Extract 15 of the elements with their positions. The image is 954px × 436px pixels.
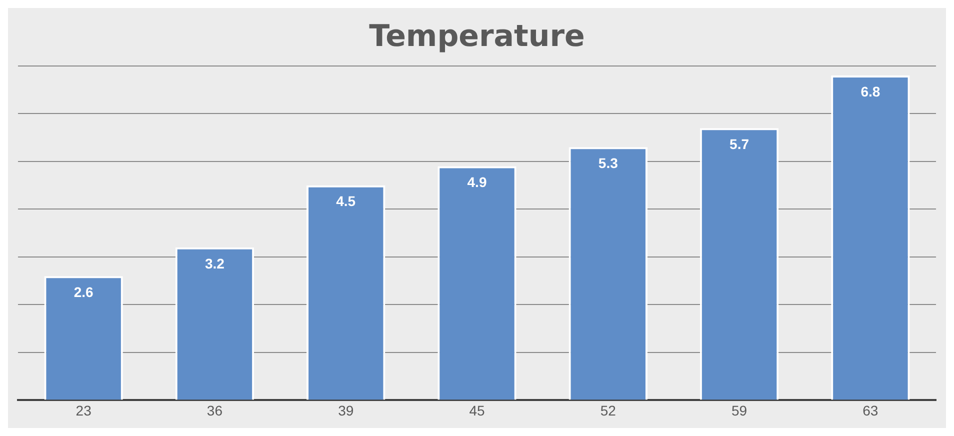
data-label: 4.9	[467, 174, 487, 190]
data-label: 2.6	[74, 284, 94, 300]
x-tick-label: 36	[206, 402, 223, 418]
x-tick-label: 59	[731, 402, 748, 418]
data-label: 4.5	[336, 193, 356, 210]
x-tick-label: 23	[76, 402, 92, 418]
data-label: 6.8	[860, 83, 880, 100]
data-label: 5.7	[730, 136, 750, 152]
data-label: 5.3	[598, 155, 618, 172]
x-tick-label: 52	[600, 402, 616, 418]
x-tick-label: 45	[469, 402, 485, 418]
data-label: 3.2	[204, 255, 225, 272]
x-tick-label: 63	[862, 402, 878, 418]
chart-title: Temperature	[369, 18, 585, 54]
x-tick-label: 39	[338, 402, 354, 418]
